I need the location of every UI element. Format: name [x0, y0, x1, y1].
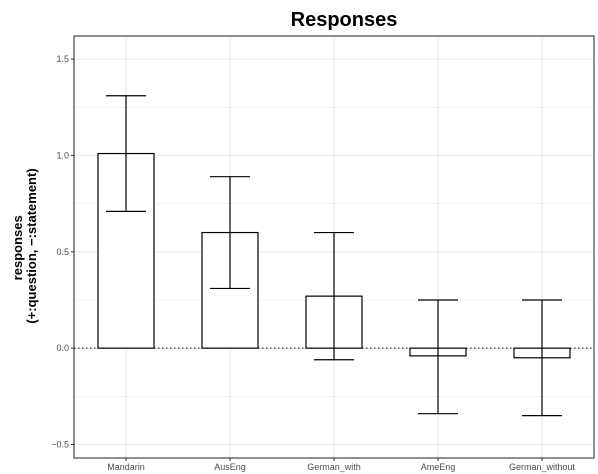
error-bar	[314, 231, 354, 361]
error-bars	[106, 95, 562, 417]
y-tick-label: 1.0	[56, 150, 69, 160]
panel-border	[73, 35, 595, 459]
y-tick-label: −0.5	[51, 440, 69, 450]
error-bar	[106, 95, 146, 212]
error-bar	[418, 299, 458, 415]
y-axis-label-line-2: (+:question, −:statement)	[24, 168, 39, 323]
y-tick-label: 1.5	[56, 54, 69, 64]
x-tick-label: AmeEng	[421, 462, 456, 472]
x-tick-label: Mandarin	[107, 462, 145, 472]
y-tick-label: 0.0	[56, 343, 69, 353]
chart-title: Responses	[291, 9, 398, 31]
x-tick-label: German_with	[307, 462, 361, 472]
x-tick-label: AusEng	[214, 462, 246, 472]
y-axis-label-line-1: responses	[10, 215, 25, 280]
bars	[97, 152, 571, 359]
y-tick-label: 0.5	[56, 247, 69, 257]
y-axis-label: responses (+:question, −:statement)	[10, 168, 39, 323]
x-tick-label: German_without	[509, 462, 576, 472]
error-bar	[210, 176, 250, 290]
error-bar	[522, 299, 562, 417]
